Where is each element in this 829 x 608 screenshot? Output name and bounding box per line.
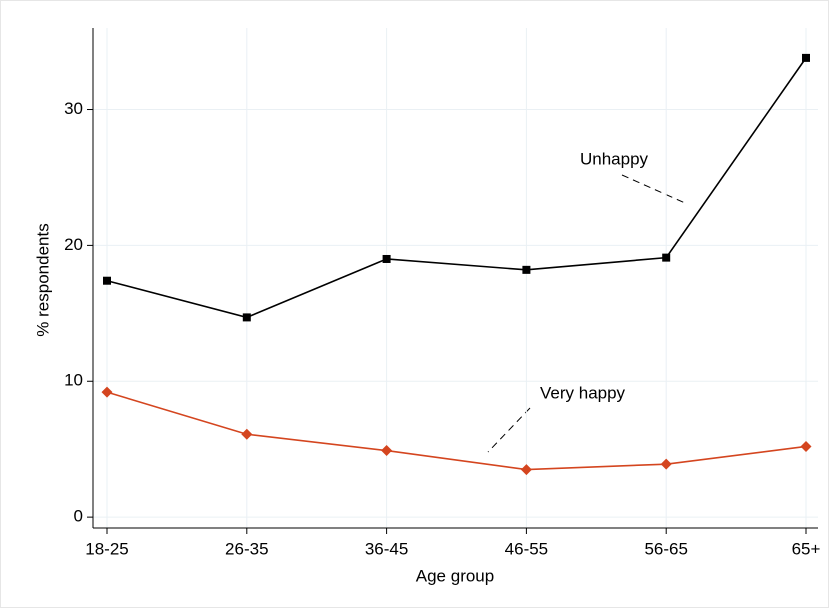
x-tick-label: 18-25	[85, 539, 128, 558]
x-tick-label: 26-35	[225, 539, 268, 558]
x-tick-label: 36-45	[365, 539, 408, 558]
x-axis-label: Age group	[416, 566, 494, 585]
annotation-leader	[487, 407, 531, 453]
y-tick-label: 0	[74, 507, 83, 526]
series-annotation: Very happy	[540, 383, 626, 402]
series-line	[106, 391, 807, 471]
y-tick-label: 20	[64, 235, 83, 254]
y-tick-label: 10	[64, 371, 83, 390]
point-marker	[101, 386, 113, 398]
y-axis-label: % respondents	[33, 223, 52, 336]
y-tick-label: 30	[64, 99, 83, 118]
point-marker	[520, 464, 532, 476]
x-tick-label: 65+	[792, 539, 821, 558]
series-line	[106, 57, 807, 319]
point-marker	[660, 458, 672, 470]
point-marker	[381, 445, 393, 457]
x-tick-label: 56-65	[644, 539, 687, 558]
point-marker	[802, 53, 810, 62]
point-marker	[382, 254, 391, 263]
point-marker	[800, 440, 812, 452]
point-marker	[242, 313, 251, 322]
x-tick-label: 46-55	[505, 539, 548, 558]
point-marker	[662, 253, 671, 262]
point-marker	[241, 428, 253, 440]
series-annotation: Unhappy	[580, 149, 649, 168]
point-marker	[522, 265, 531, 274]
point-marker	[103, 276, 111, 285]
